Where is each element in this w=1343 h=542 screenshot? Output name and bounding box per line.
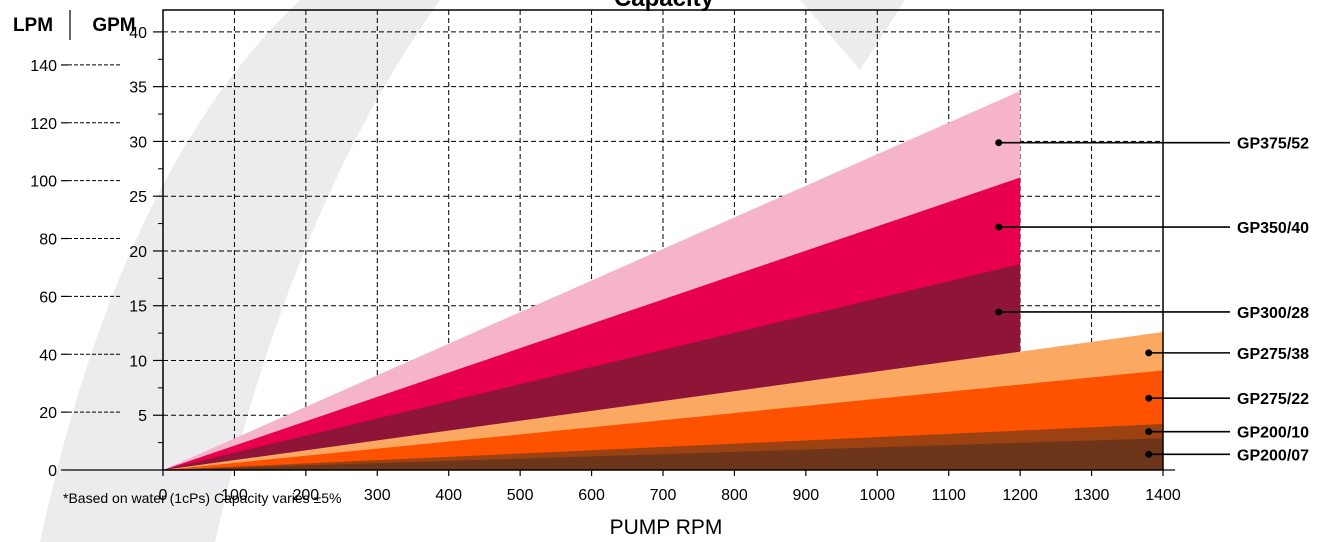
x-tick-label: 400 [435,487,462,504]
lpm-tick-label: 40 [39,347,57,364]
x-tick-label: 800 [721,487,748,504]
x-tick-label: 1400 [1145,487,1181,504]
chart-title: Capacity [614,0,715,12]
lpm-tick-label: 20 [39,405,57,422]
x-tick-label: 1100 [932,487,967,504]
lpm-tick-label: 100 [30,174,57,191]
gpm-tick-label: 20 [129,244,147,261]
gpm-axis-label: GPM [92,15,135,36]
x-tick-label: 900 [793,487,820,504]
legend-label: GP350/40 [1237,220,1309,237]
x-tick-label: 1300 [1074,487,1110,504]
lpm-tick-label: 60 [39,289,57,306]
x-axis-label: PUMP RPM [610,516,723,539]
x-tick-label: 300 [364,487,391,504]
lpm-tick-label: 0 [48,463,57,480]
gpm-tick-label: 15 [129,299,147,316]
lpm-tick-label: 140 [30,58,57,75]
x-tick-label: 500 [507,487,534,504]
legend-label: GP275/38 [1237,346,1309,363]
x-tick-label: 0 [159,487,168,504]
gpm-tick-label: 5 [138,408,147,425]
legend-label: GP275/22 [1237,391,1309,408]
legend-label: GP200/10 [1237,425,1309,442]
lpm-tick-label: 80 [39,232,57,249]
gpm-tick-label: 30 [129,134,147,151]
axes: 0 100 200 300 400 500 600 700 800 900 1000 1100 1200… [30,25,1181,504]
gpm-tick-label: 10 [129,353,147,370]
gpm-tick-label: 25 [129,189,147,206]
x-tick-label: 700 [650,487,677,504]
gpm-tick-label: 40 [129,25,147,42]
series-area [163,438,1163,470]
legend-label: GP200/07 [1237,447,1309,464]
legend-label: GP375/52 [1237,136,1309,153]
footnote: *Based on water (1cPs) Capacity varies ±… [63,490,341,506]
series-areas [163,91,1163,470]
background-swoosh [40,0,440,542]
x-tick-label: 100 [221,487,248,504]
x-tick-label: 600 [578,487,605,504]
background-swoosh-right [800,0,905,70]
lpm-tick-label: 120 [30,116,57,133]
legend: GP375/52 GP350/40 GP300/28 GP275/38 GP275/22… [995,136,1309,464]
gpm-tick-label: 35 [129,80,147,97]
legend-label: GP300/28 [1237,305,1309,322]
lpm-axis-label: LPM [13,15,53,36]
x-tick-label: 1000 [859,487,895,504]
x-tick-label: 200 [293,487,320,504]
x-tick-label: 1200 [1002,487,1038,504]
